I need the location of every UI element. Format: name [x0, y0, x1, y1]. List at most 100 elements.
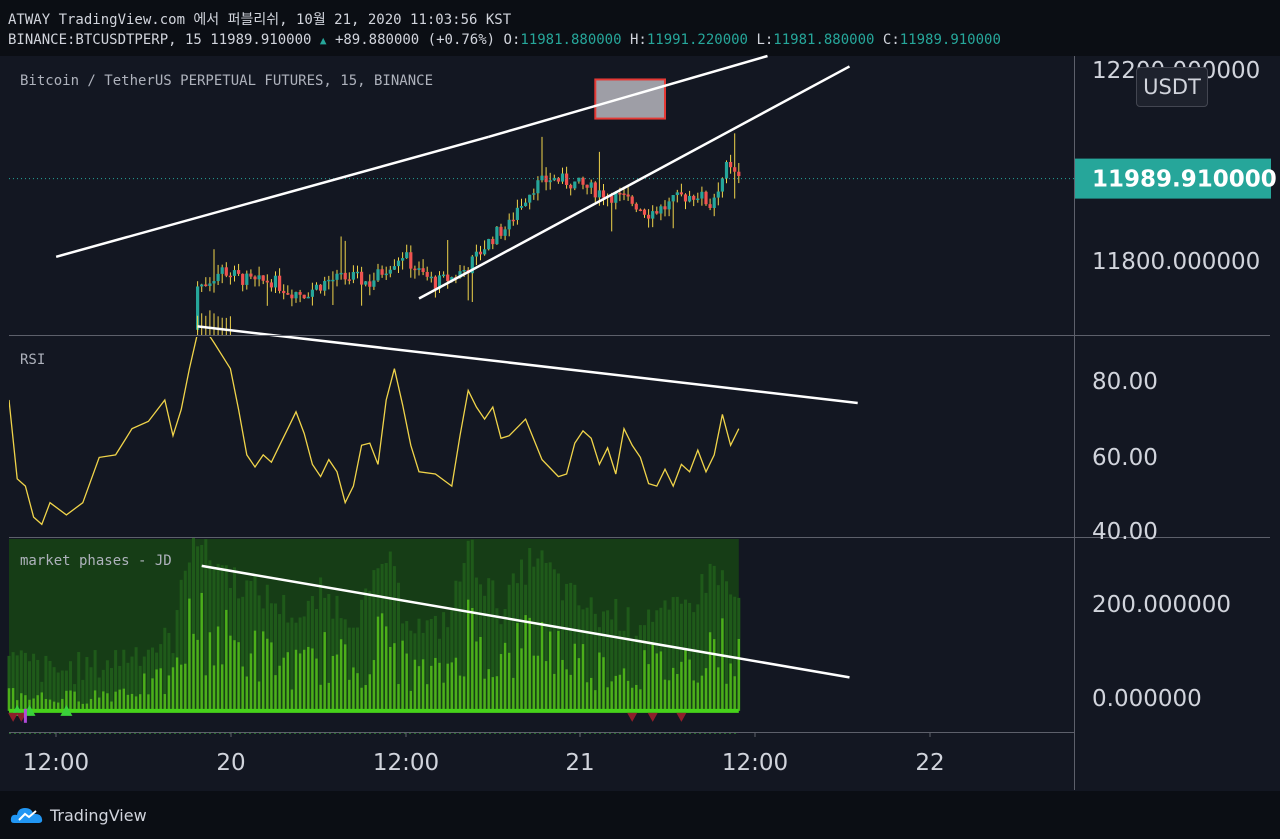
candle-body: [241, 273, 245, 285]
price-trendline: [418, 65, 851, 300]
brand-name: TradingView: [50, 805, 147, 825]
phase-bar: [134, 696, 138, 711]
candle-body: [491, 238, 495, 245]
phase-bar: [122, 688, 125, 711]
phase-bar: [307, 646, 310, 711]
phase-bar: [102, 691, 105, 711]
candle-body: [536, 180, 540, 194]
candle-body: [343, 272, 347, 280]
candle-body: [232, 270, 237, 276]
phase-bar: [626, 680, 630, 711]
phase-tick-label: 0.000000: [1092, 686, 1202, 712]
phase-bar: [7, 655, 11, 711]
candle-body: [683, 194, 688, 202]
phase-bar: [151, 678, 154, 711]
phase-bar: [233, 567, 236, 711]
down-marker-icon: [8, 712, 19, 722]
phase-bar: [110, 701, 113, 711]
candle-body: [573, 181, 577, 189]
phase-bar: [675, 596, 679, 711]
phase-bar: [52, 701, 56, 711]
candle-body: [355, 271, 360, 274]
rsi-trendline: [197, 325, 858, 405]
phase-bar: [499, 654, 503, 711]
phase-bar: [73, 691, 76, 711]
down-marker-icon: [676, 712, 687, 722]
tradingview-logo[interactable]: TradingView: [10, 805, 147, 825]
phase-bar: [56, 672, 60, 711]
candle-body: [626, 194, 630, 197]
candle-body: [327, 279, 331, 282]
phase-bar: [315, 658, 318, 711]
phase-bar: [146, 649, 150, 711]
phase-bar: [679, 603, 683, 711]
phase-bar: [360, 599, 364, 711]
phase-bar: [61, 698, 64, 711]
phase-bar: [36, 659, 40, 711]
phases-pane[interactable]: [7, 538, 850, 734]
price-trendline: [55, 135, 490, 258]
currency-unit-button[interactable]: USDT: [1136, 67, 1208, 107]
phase-bar: [278, 665, 281, 711]
phase-bar: [417, 666, 421, 711]
candle-body: [499, 226, 503, 236]
phase-bar: [69, 661, 72, 711]
phase-bar: [462, 563, 466, 711]
candle-body: [413, 268, 417, 271]
rsi-pane[interactable]: [9, 325, 858, 526]
candle-body: [331, 279, 335, 282]
phase-bar: [725, 683, 728, 711]
phase-bar: [717, 667, 720, 711]
phase-bar: [98, 697, 101, 711]
h-value: 11991.220000: [646, 32, 748, 48]
phase-bar: [249, 653, 253, 711]
down-marker-icon: [647, 712, 658, 722]
phase-bar: [335, 654, 339, 711]
candle-body: [659, 206, 663, 214]
candle-body: [700, 191, 704, 199]
candle-body: [622, 193, 626, 196]
candle-body: [298, 292, 302, 295]
candle-body: [269, 282, 273, 288]
phase-bar: [540, 621, 544, 711]
candle-body: [306, 296, 310, 299]
chart-header: [0, 0, 1280, 56]
symbol-info: BINANCE:BTCUSDTPERP, 15 11989.910000: [8, 32, 312, 48]
price-pane[interactable]: [9, 54, 1074, 335]
candle-body: [733, 167, 737, 172]
phase-bar: [598, 652, 601, 711]
phase-bar: [622, 668, 626, 711]
phase-bar: [348, 679, 351, 711]
candle-body: [716, 191, 720, 198]
candle-body: [470, 256, 474, 274]
candle-body: [314, 284, 319, 290]
candle-body: [224, 267, 228, 276]
candle-body: [347, 279, 351, 281]
phase-bar: [7, 688, 11, 711]
phase-bar: [183, 570, 187, 711]
phase-bar: [237, 642, 240, 711]
phase-bar: [356, 673, 359, 711]
last-price-label: 11989.910000: [1092, 167, 1277, 193]
last-price-tag: [1075, 158, 1271, 199]
phase-bar: [93, 690, 97, 711]
phase-bar: [11, 652, 15, 711]
phase-bar: [319, 684, 322, 711]
candle-body: [544, 175, 548, 183]
phase-bar: [81, 703, 84, 711]
phase-bar: [520, 648, 523, 711]
phase-bar: [536, 655, 540, 711]
phase-bar: [163, 627, 167, 711]
phase-bar: [389, 646, 392, 711]
phase-bar: [577, 658, 581, 711]
phase-bar: [729, 594, 733, 711]
phase-bar: [614, 598, 618, 711]
h-label: H:: [629, 32, 647, 48]
purple-marker: [23, 708, 27, 723]
phase-bar: [520, 559, 523, 711]
phase-bar: [134, 647, 138, 711]
phase-bar: [323, 632, 326, 711]
phase-bar: [512, 677, 515, 711]
phase-bar: [303, 649, 306, 711]
